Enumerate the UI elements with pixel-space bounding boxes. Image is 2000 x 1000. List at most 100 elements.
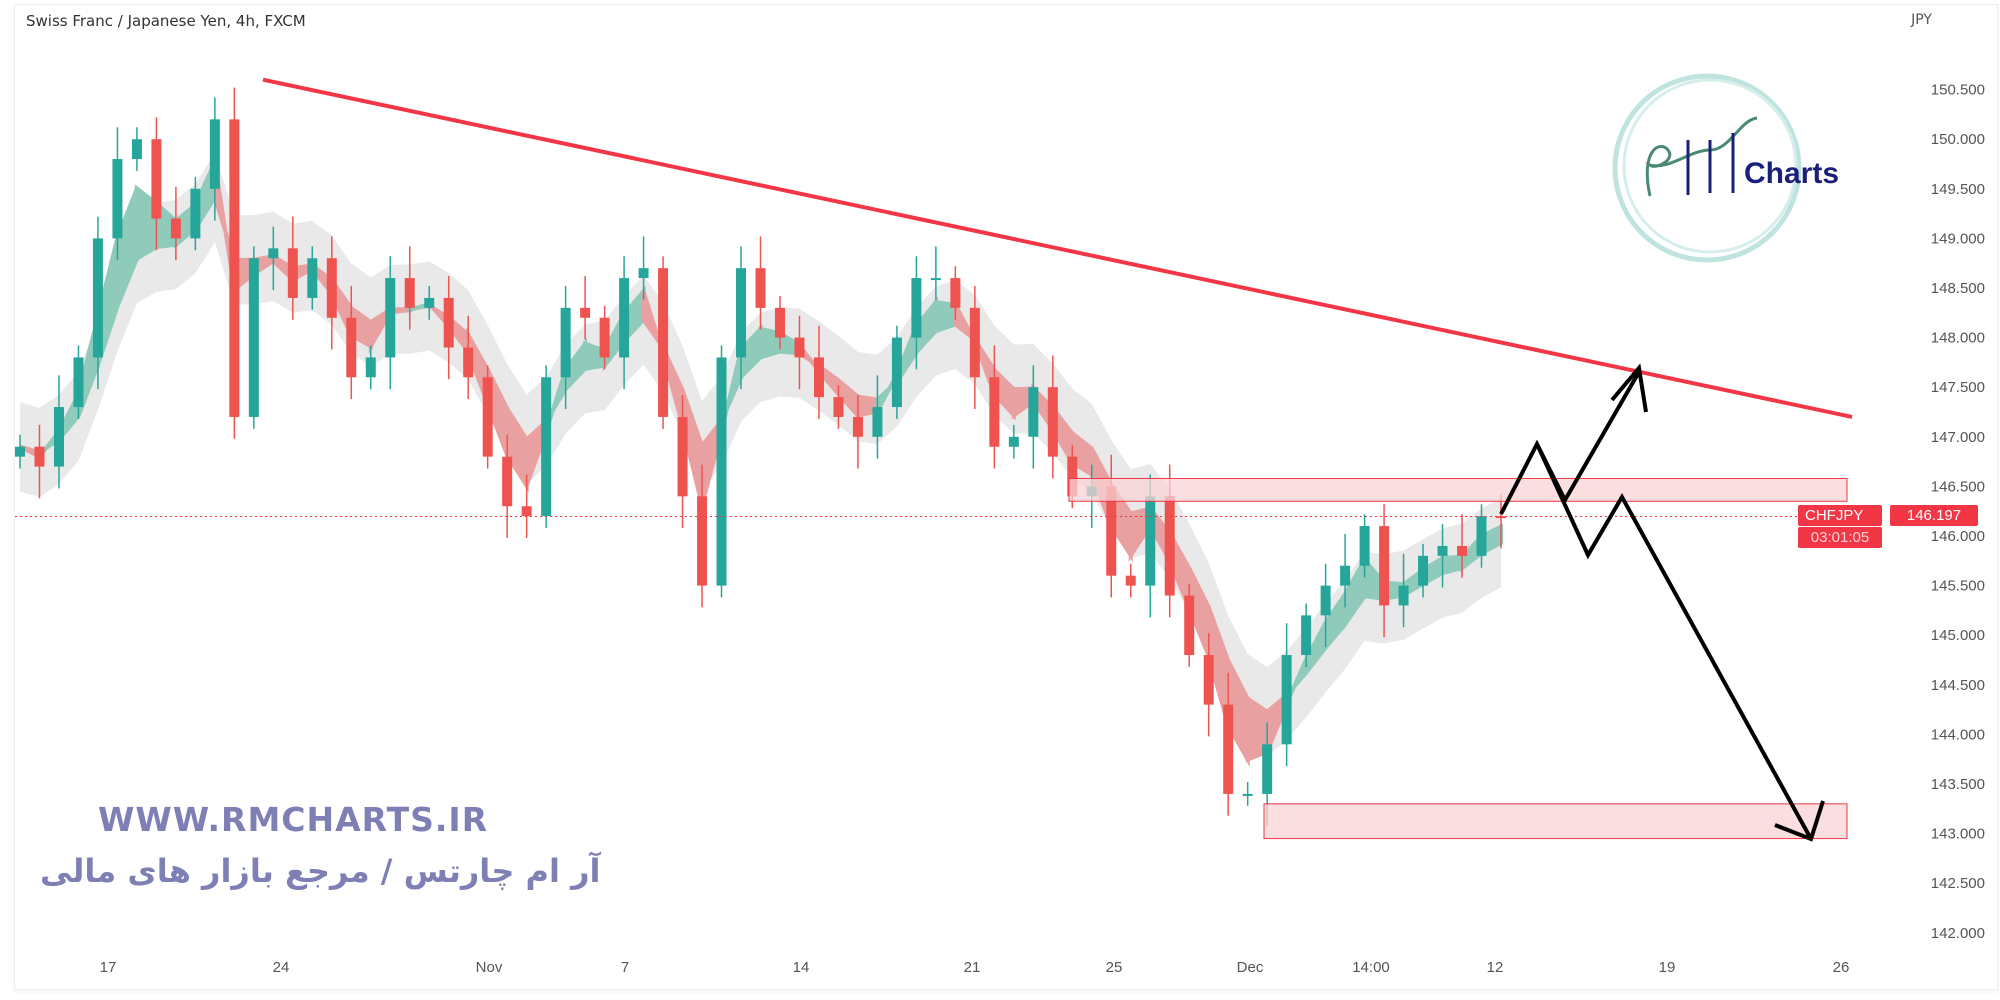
time-tick-label: 12 xyxy=(1487,959,1504,976)
time-tick-label: Dec xyxy=(1237,959,1264,976)
candle-body xyxy=(1047,387,1058,457)
time-tick-label: 26 xyxy=(1833,959,1850,976)
candle-body xyxy=(268,248,279,259)
axis-unit: JPY xyxy=(1911,12,1932,28)
candle-body xyxy=(716,357,727,586)
price-tick-label: 145.500 xyxy=(1931,578,1985,595)
candle-body xyxy=(813,357,824,398)
candle-body xyxy=(794,337,805,358)
watermark-url: WWW.RMCHARTS.IR xyxy=(98,800,489,839)
candle-body xyxy=(443,297,454,348)
candle-body xyxy=(891,337,902,408)
candle-body xyxy=(580,307,591,318)
candle-body xyxy=(424,297,435,308)
candle-body xyxy=(482,377,493,457)
candle-body xyxy=(209,119,220,189)
candle-body xyxy=(15,446,25,457)
candle-body xyxy=(697,496,708,586)
candle-body xyxy=(1418,555,1429,586)
candle-body xyxy=(638,268,649,279)
price-zone xyxy=(1068,477,1848,502)
candle-body xyxy=(229,119,240,417)
candle-body xyxy=(1184,595,1195,656)
candle-body xyxy=(53,407,64,467)
arrowhead xyxy=(1610,363,1648,413)
candle-body xyxy=(1106,486,1117,576)
ma-ribbon-segment xyxy=(1440,554,1465,576)
candle-body xyxy=(92,238,103,358)
candle-body xyxy=(852,416,863,437)
bearish-projection-arrow xyxy=(1535,443,1813,840)
candle-body xyxy=(560,307,571,378)
candle-body xyxy=(599,317,610,358)
time-tick-label: 24 xyxy=(273,959,290,976)
projection-arrows xyxy=(1499,363,1825,842)
chart-title: Swiss Franc / Japanese Yen, 4h, FXCM xyxy=(26,12,306,30)
time-axis[interactable]: 17 24 Nov 7 14 21 25 Dec 14:00 12 19 26 xyxy=(100,959,1850,976)
candle-body xyxy=(385,278,396,358)
candle-body xyxy=(1340,565,1351,586)
candle-body xyxy=(755,268,766,308)
price-tick-label: 142.500 xyxy=(1931,875,1985,892)
candle-body xyxy=(190,188,201,239)
price-tick-label: 148.500 xyxy=(1931,280,1985,297)
resistance-trendline[interactable] xyxy=(262,77,1853,419)
price-tick-label: 149.000 xyxy=(1931,230,1985,247)
candle-body xyxy=(677,416,688,497)
time-tick-label: 17 xyxy=(100,959,117,976)
candle-body xyxy=(521,506,532,517)
svg-text:Charts: Charts xyxy=(1744,157,1839,190)
candles xyxy=(15,87,1506,826)
candle-body xyxy=(1008,436,1019,447)
candle-body xyxy=(950,278,961,308)
candle-body xyxy=(326,258,337,318)
candle-body xyxy=(1476,516,1487,556)
price-tick-label: 143.000 xyxy=(1931,826,1985,843)
candle-body xyxy=(463,347,474,378)
time-tick-label: 14 xyxy=(793,959,810,976)
candle-body xyxy=(619,278,630,358)
time-tick-label: 25 xyxy=(1106,959,1123,976)
candle-body xyxy=(1359,526,1370,566)
candle-body xyxy=(1301,615,1312,656)
candle-body xyxy=(1125,575,1136,586)
candle-body xyxy=(989,377,1000,447)
candle-body xyxy=(248,258,259,417)
time-tick-label: Nov xyxy=(476,959,503,976)
price-tick-label: 147.000 xyxy=(1931,429,1985,446)
time-tick-label: 21 xyxy=(964,959,981,976)
time-tick-label: 14:00 xyxy=(1352,959,1390,976)
arrowhead xyxy=(1774,800,1825,842)
candle-body xyxy=(658,268,669,417)
price-tick-label: 145.000 xyxy=(1931,627,1985,644)
watermark-tagline: آر ام چارتس / مرجع بازار های مالی xyxy=(40,852,601,890)
time-tick-label: 19 xyxy=(1659,959,1676,976)
price-tick-label: 144.500 xyxy=(1931,677,1985,694)
candle-body xyxy=(833,397,844,417)
candle-body xyxy=(1320,585,1331,616)
candle-body xyxy=(151,139,162,219)
candle-body xyxy=(73,357,84,408)
symbol-price-tag: CHFJPY xyxy=(1798,505,1882,526)
candle-body xyxy=(1281,655,1292,745)
candle-body xyxy=(502,456,513,507)
price-tick-label: 148.000 xyxy=(1931,330,1985,347)
candle-body xyxy=(131,139,142,160)
last-price-tag: 146.197 xyxy=(1890,505,1978,526)
candle-body xyxy=(1145,496,1156,586)
price-tick-label: 144.000 xyxy=(1931,726,1985,743)
candle-body xyxy=(1164,496,1175,596)
candle-body xyxy=(170,218,181,239)
candle-body xyxy=(1398,585,1409,606)
zones xyxy=(1068,477,1848,840)
time-tick-label: 7 xyxy=(621,959,629,976)
price-tick-label: 149.500 xyxy=(1931,181,1985,198)
candle-body xyxy=(1242,793,1253,796)
price-tick-label: 146.500 xyxy=(1931,478,1985,495)
candle-body xyxy=(1223,704,1234,794)
price-tick-label: 146.000 xyxy=(1931,528,1985,545)
price-axis[interactable]: 150.500 150.000 149.500 149.000 148.500 148.0… xyxy=(1931,82,1985,942)
candle-body xyxy=(1262,744,1273,794)
price-tick-label: 143.500 xyxy=(1931,776,1985,793)
